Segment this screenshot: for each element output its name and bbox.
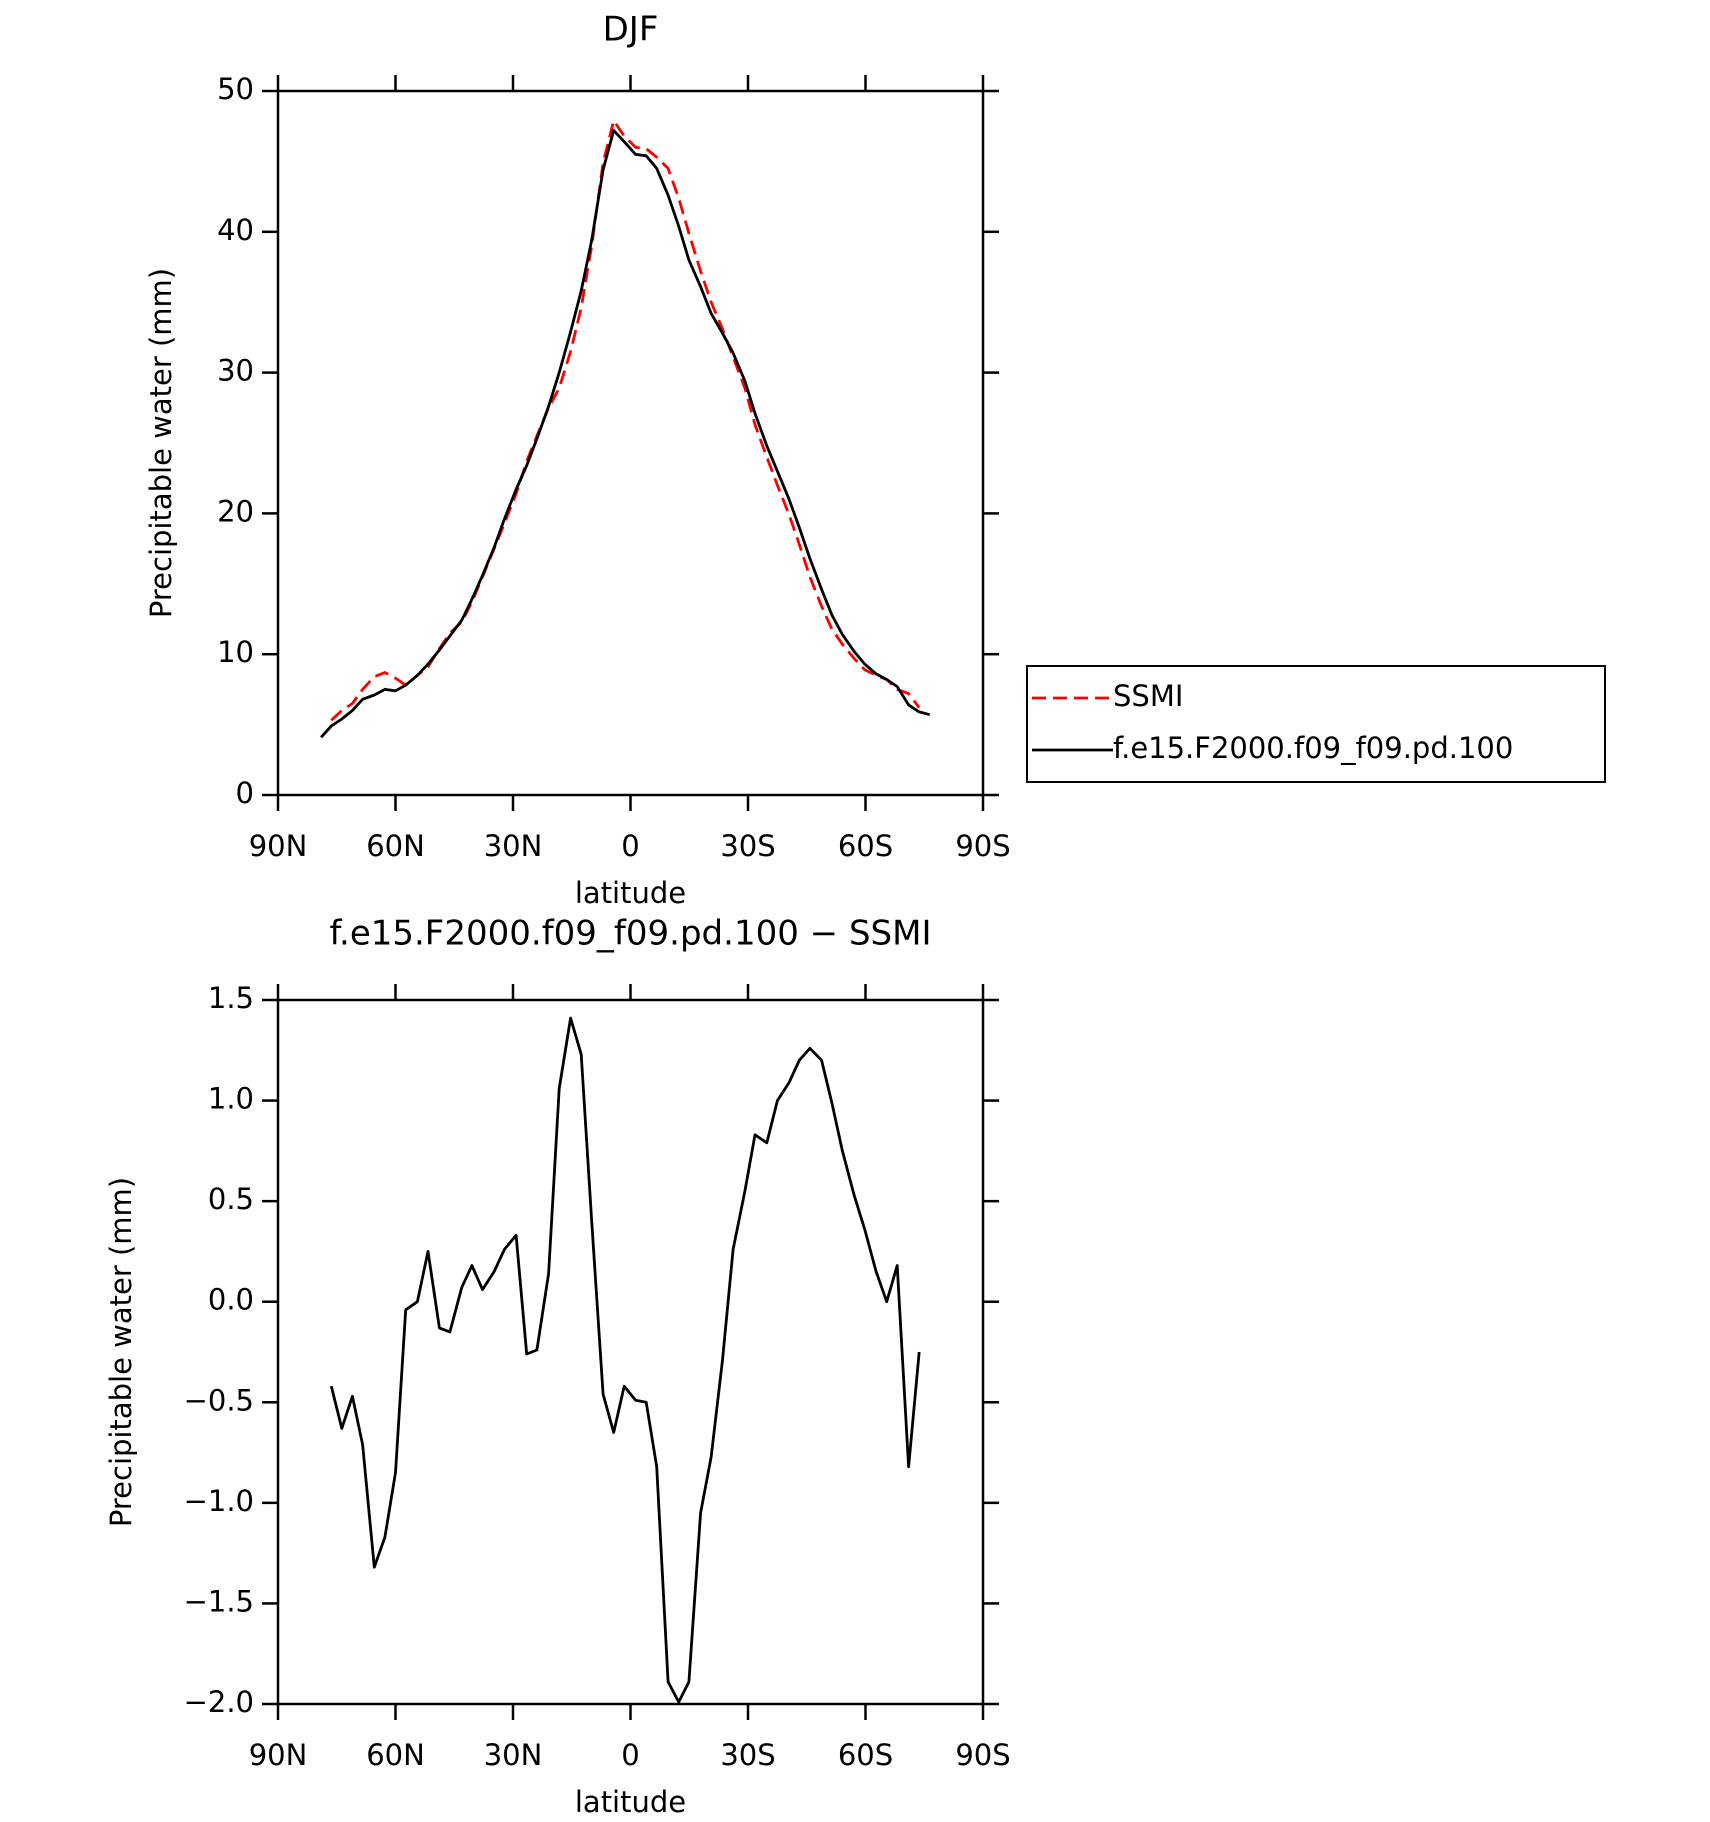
x-axis-label: latitude — [575, 1785, 686, 1819]
y-axis-label: Precipitable water (mm) — [144, 268, 178, 618]
y-tick-label: −1.0 — [184, 1484, 254, 1518]
y-tick-label: 0.5 — [208, 1182, 254, 1216]
y-tick-label: −1.5 — [184, 1584, 254, 1618]
x-tick-label: 90S — [955, 829, 1010, 863]
x-tick-label: 90N — [249, 1738, 308, 1772]
y-axis-label: Precipitable water (mm) — [104, 1177, 138, 1527]
y-tick-label: 1.5 — [208, 981, 254, 1015]
plot-frame — [276, 998, 985, 1706]
y-tick-label: 30 — [217, 354, 254, 388]
x-axis-label: latitude — [575, 876, 686, 910]
chart-title: f.e15.F2000.f09_f09.pd.100 − SSMI — [330, 914, 932, 954]
legend-label: f.e15.F2000.f09_f09.pd.100 — [1113, 731, 1513, 765]
legend-box — [1026, 665, 1606, 783]
y-tick-label: −2.0 — [184, 1685, 254, 1719]
x-tick-label: 0 — [621, 1738, 639, 1772]
legend-label: SSMI — [1113, 679, 1183, 713]
x-tick-label: 30N — [484, 829, 543, 863]
data-line — [329, 1016, 921, 1704]
y-tick-label: 40 — [217, 213, 254, 247]
x-tick-label: 60N — [366, 1738, 425, 1772]
plot: −2.0 −1.5 −1.0 −0.5 0.0 0.5 1.0 1.5 90N 60N 30N 0 30… — [104, 914, 1011, 1820]
x-tick-label: 60N — [366, 829, 425, 863]
x-tick-label: 30S — [720, 829, 775, 863]
y-tick-label: 10 — [217, 635, 254, 669]
x-tick-label: 60S — [838, 1738, 893, 1772]
y-tick-label: 0 — [236, 776, 254, 810]
y-tick-label: −0.5 — [184, 1383, 254, 1417]
y-tick-label: 1.0 — [208, 1082, 254, 1116]
x-tick-label: 60S — [838, 829, 893, 863]
y-tick-label: 20 — [217, 494, 254, 528]
data-line — [320, 129, 931, 739]
chart-title: DJF — [603, 10, 659, 50]
x-tick-label: 90S — [955, 1738, 1010, 1772]
data-line — [330, 119, 921, 722]
y-tick-label: 0.0 — [208, 1283, 254, 1317]
x-tick-label: 0 — [621, 829, 639, 863]
x-tick-label: 90N — [249, 829, 308, 863]
legend: SSMI f.e15.F2000.f09_f09.pd.100 — [1026, 665, 1606, 783]
plot: 0 10 20 30 40 50 90N 60N 30N 0 30S 60S 90S DJF latitud… — [144, 10, 1011, 911]
x-tick-label: 30S — [720, 1738, 775, 1772]
y-tick-label: 50 — [217, 72, 254, 106]
x-tick-label: 30N — [484, 1738, 543, 1772]
